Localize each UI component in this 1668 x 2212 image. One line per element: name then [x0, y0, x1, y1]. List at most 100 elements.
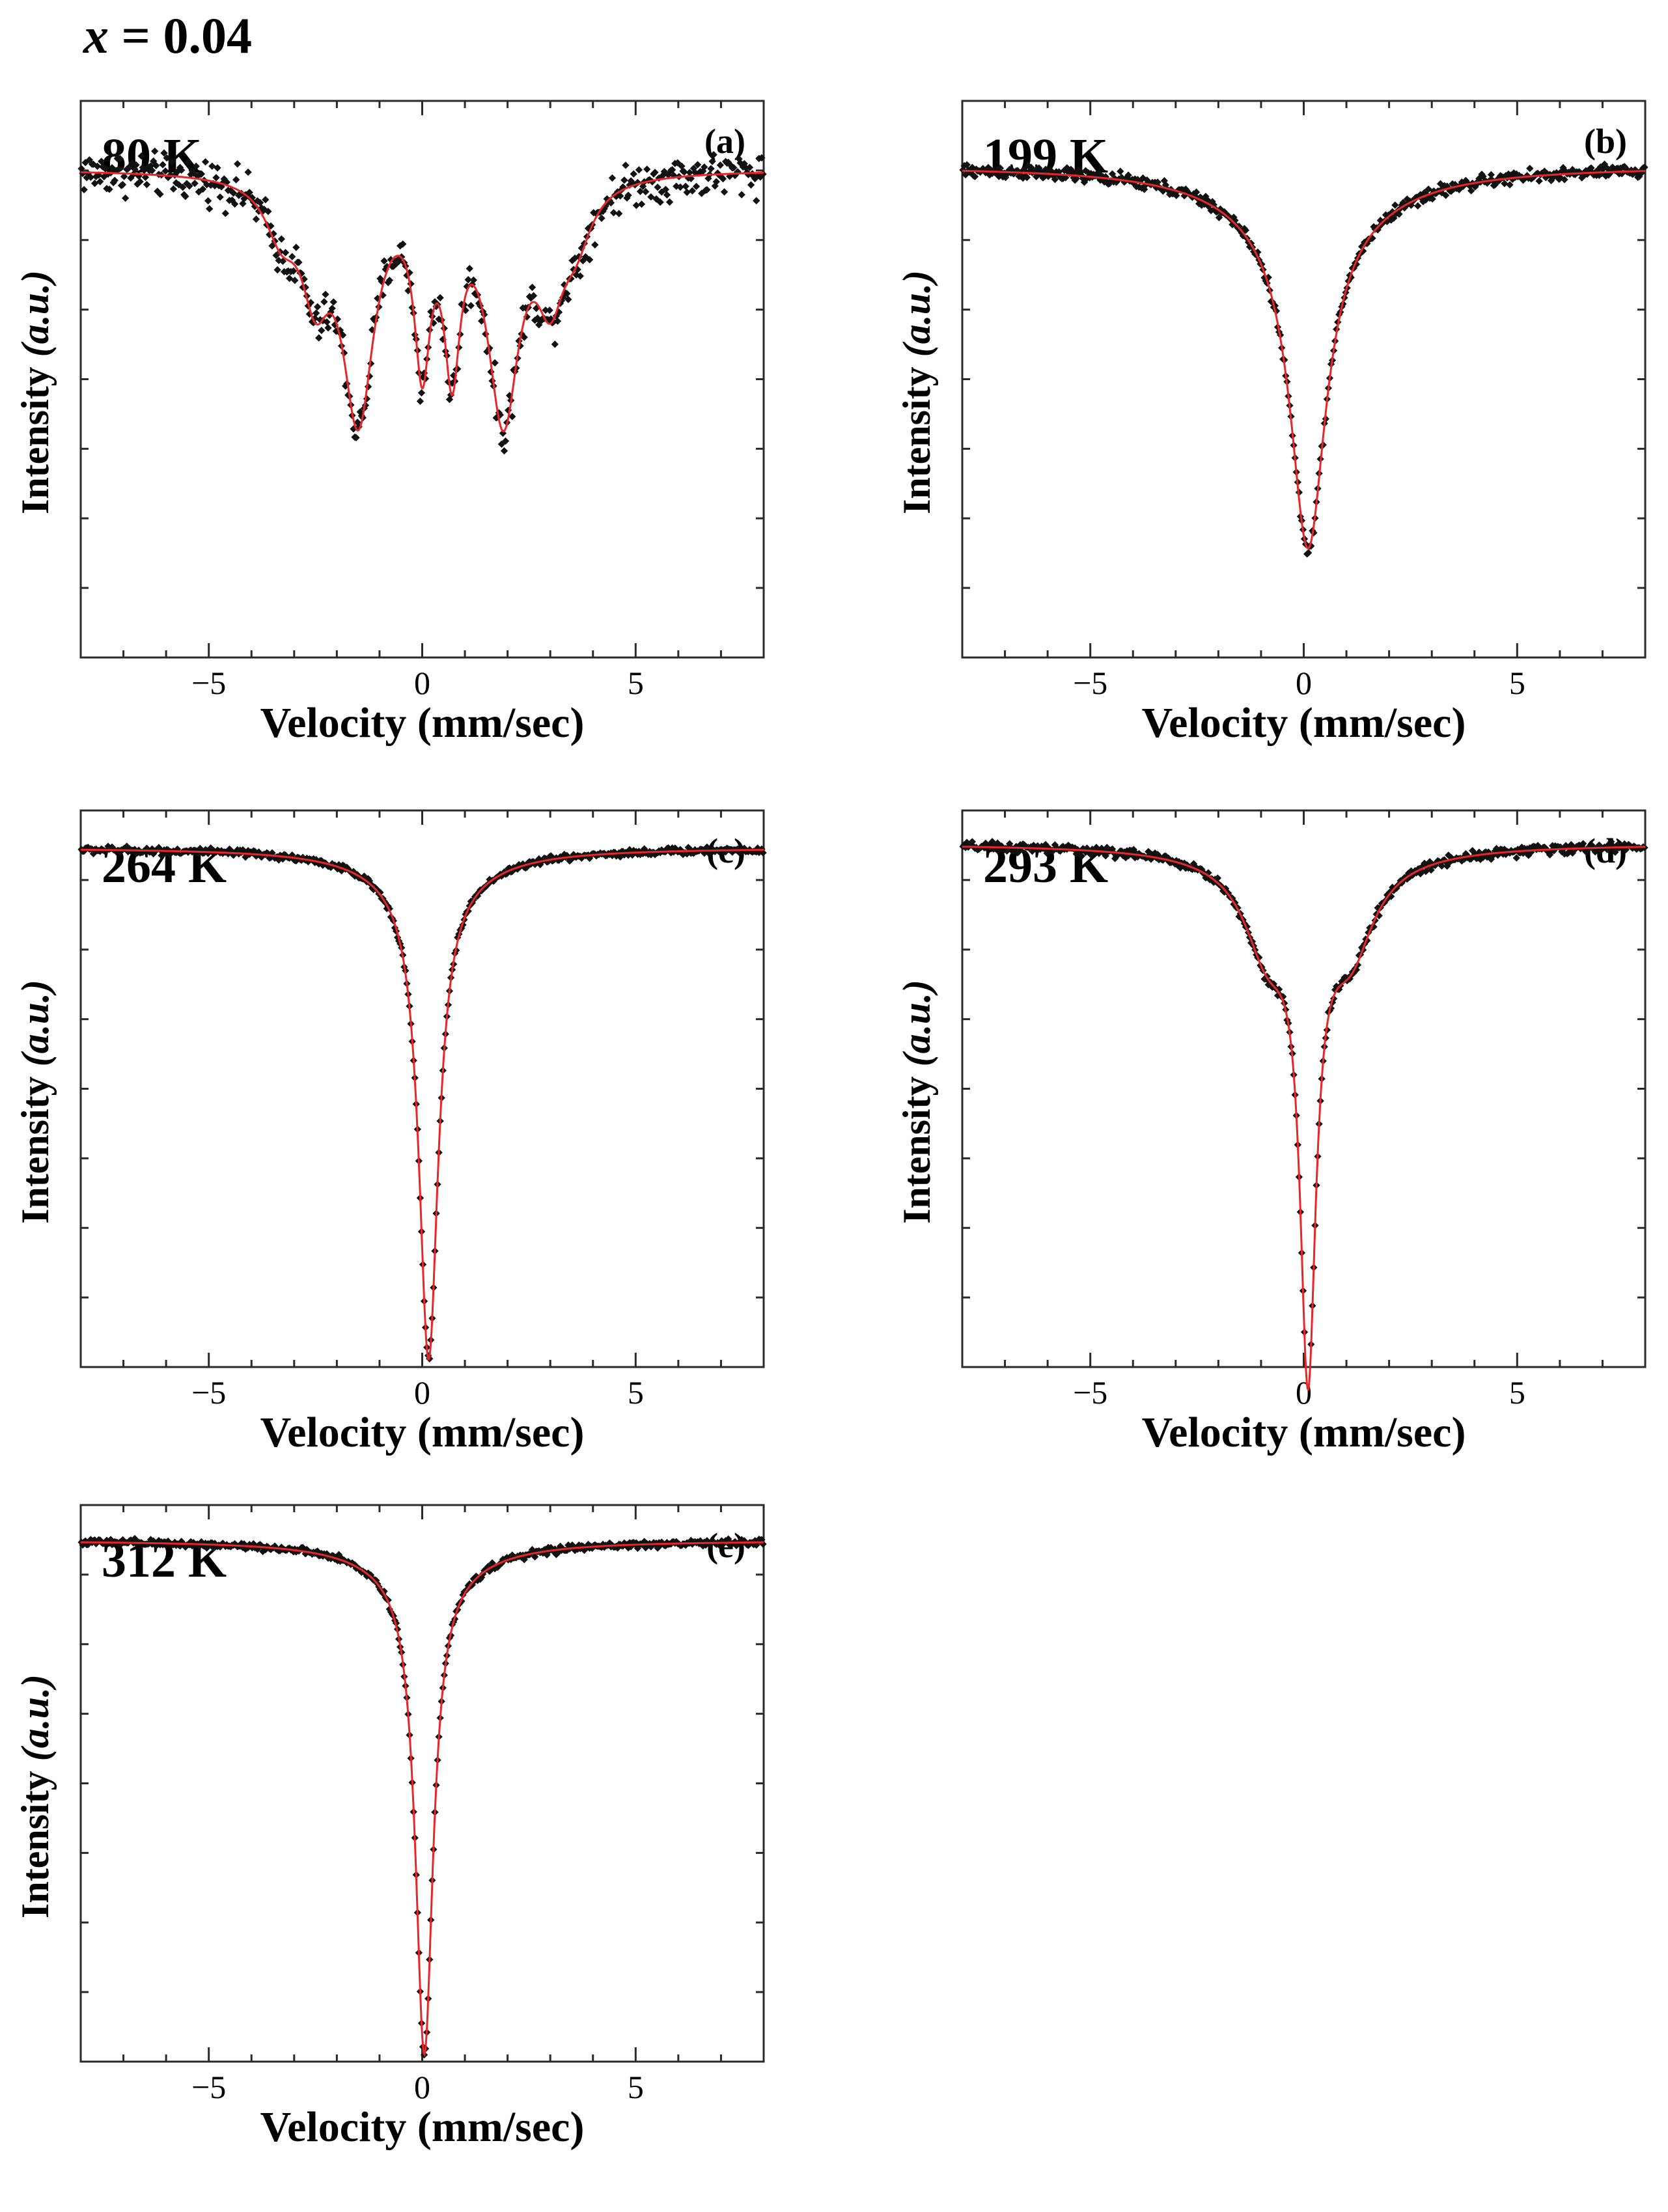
data-point — [1561, 176, 1568, 184]
data-point — [323, 318, 331, 326]
data-point — [416, 397, 424, 406]
data-point — [291, 277, 299, 284]
data-point — [211, 182, 219, 190]
y-axis-label: Intensity (a.u.) — [895, 980, 938, 1224]
panel-letter: (b) — [1584, 122, 1627, 161]
data-point — [753, 197, 760, 204]
data-point — [221, 210, 229, 217]
figure-title-variable: x — [83, 7, 109, 64]
y-axis-label-unit: (a.u.) — [895, 270, 938, 357]
fit-curve — [962, 846, 1645, 1392]
data-point — [642, 187, 650, 196]
data-point — [643, 165, 651, 173]
x-tick-label: 5 — [628, 665, 644, 701]
data-point — [234, 160, 242, 168]
data-point — [385, 276, 393, 284]
data-point — [281, 249, 290, 256]
y-axis-label-word: Intensity — [895, 1066, 938, 1224]
y-axis-label-unit: (a.u.) — [895, 980, 938, 1066]
x-tick-label: 0 — [414, 665, 430, 701]
x-axis-label: Velocity (mm/sec) — [260, 699, 585, 747]
data-point — [668, 166, 676, 174]
data-point — [464, 276, 472, 284]
data-point — [529, 292, 538, 299]
data-point — [178, 166, 186, 174]
data-point — [738, 191, 745, 199]
data-point — [636, 187, 645, 195]
data-point — [229, 189, 238, 197]
data-point — [654, 183, 661, 191]
data-point — [273, 266, 281, 274]
y-axis-label: Intensity (a.u.) — [895, 270, 938, 514]
data-point — [663, 191, 671, 199]
data-point — [598, 214, 605, 222]
data-point — [244, 168, 252, 176]
data-point — [1414, 202, 1422, 210]
data-point — [712, 178, 720, 186]
fit-curve — [962, 169, 1646, 549]
data-point — [1108, 170, 1117, 178]
x-tick-label: 5 — [1509, 665, 1525, 701]
data-point — [184, 158, 192, 166]
data-point — [272, 251, 280, 259]
data-point — [1442, 191, 1450, 199]
data-point — [148, 167, 156, 174]
data-point — [686, 169, 693, 176]
data-point — [719, 175, 727, 183]
data-point — [98, 158, 105, 165]
data-point — [118, 181, 127, 189]
data-point — [963, 161, 971, 169]
data-point — [637, 200, 646, 208]
data-point — [315, 334, 323, 342]
data-series-points — [77, 1534, 767, 2059]
data-point — [758, 154, 766, 162]
data-point — [136, 178, 144, 186]
y-axis-label-word: Intensity — [14, 1761, 57, 1918]
data-point — [703, 843, 711, 851]
data-point — [630, 170, 637, 178]
data-point — [179, 183, 187, 191]
data-point — [683, 188, 691, 197]
data-point — [466, 264, 473, 273]
data-point — [192, 162, 200, 171]
data-point — [551, 340, 559, 348]
data-point — [197, 170, 206, 178]
data-point — [204, 197, 212, 205]
data-point — [563, 290, 571, 297]
data-point — [620, 176, 628, 184]
data-point — [1023, 173, 1031, 182]
data-point — [716, 161, 725, 169]
data-point — [120, 173, 128, 180]
data-point — [151, 147, 159, 155]
data-point — [759, 849, 767, 857]
y-axis-label-word: Intensity — [14, 1066, 57, 1224]
data-point — [501, 437, 510, 445]
data-point — [617, 192, 624, 200]
data-point — [288, 253, 296, 260]
data-point — [252, 215, 260, 223]
data-point — [182, 193, 189, 200]
data-point — [201, 158, 210, 166]
data-point — [553, 317, 562, 325]
data-point — [256, 199, 264, 207]
data-point — [1117, 167, 1124, 175]
data-point — [508, 413, 516, 421]
data-point — [564, 296, 572, 303]
data-point — [1215, 214, 1223, 221]
data-point — [693, 161, 702, 169]
data-point — [292, 243, 300, 251]
data-point — [1124, 171, 1132, 179]
data-point — [105, 186, 113, 193]
plot-frame — [79, 809, 765, 1368]
x-tick-label: 5 — [628, 2069, 644, 2105]
x-tick-label: −5 — [191, 1374, 226, 1411]
data-point — [1501, 180, 1508, 187]
data-point — [161, 167, 169, 175]
data-point — [1641, 163, 1648, 171]
fit-curve — [81, 848, 764, 1361]
data-point — [971, 173, 979, 180]
data-series-points — [959, 838, 1648, 1348]
